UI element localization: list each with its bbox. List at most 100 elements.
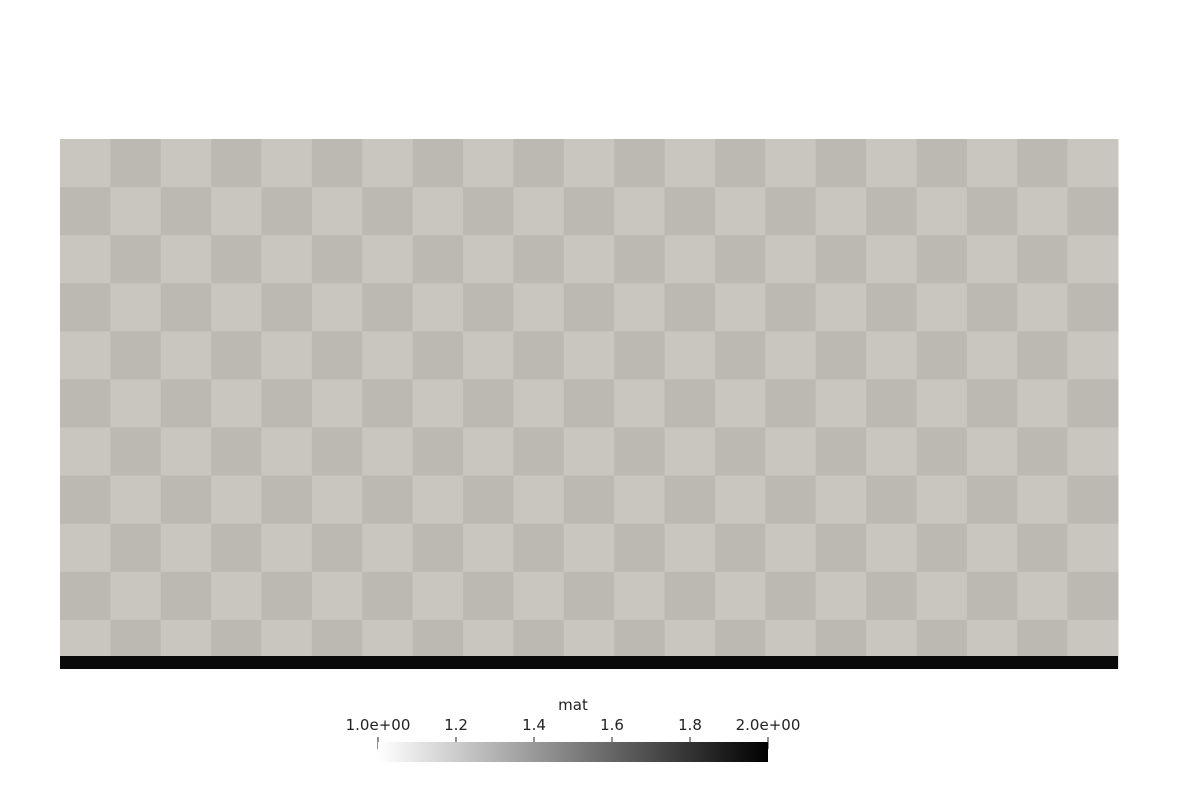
mesh-cell [1017,187,1069,236]
mesh-cell [362,187,414,236]
mesh-cell [815,379,867,429]
mesh-cell [1017,427,1069,477]
mesh-cell [1017,379,1069,429]
mesh-cell [160,427,212,477]
mesh-cell [866,283,917,332]
mesh-cell [563,523,615,573]
mesh-cell [1017,571,1069,621]
mesh-cell [211,379,263,429]
mesh-cell [211,523,263,573]
mesh-cell [261,427,313,477]
mesh-cell [714,187,766,236]
mesh-cell [110,139,162,188]
mesh-cell [311,379,363,429]
mesh-cell [362,571,414,621]
mesh-cell [362,235,414,284]
mesh-cell [513,379,565,429]
mesh-cell [765,571,817,621]
mesh-cell [60,283,111,332]
mesh-cell [261,523,313,573]
mesh-cell [563,187,615,236]
mesh-cell [60,475,111,525]
mesh-cell [211,187,263,236]
mesh-cell [60,427,111,477]
mesh-cell [614,571,666,621]
mesh-cell [463,331,514,380]
mesh-cell [513,139,565,188]
mesh-cell [664,427,716,477]
mesh-cell [211,475,263,525]
scalar-bar-title: mat [558,696,588,714]
mesh-cell [765,235,817,284]
mesh-cell [614,283,666,332]
mesh-cell [412,331,464,380]
checkerboard-mesh [60,139,1119,669]
mesh-cell [966,475,1018,525]
mesh-cell [765,283,817,332]
mesh-cell [664,331,716,380]
mesh-cell [866,475,917,525]
mesh-cell [1067,187,1119,236]
mesh-cell [1017,235,1069,284]
mesh-cell [916,571,968,621]
mesh-cell [311,331,363,380]
mesh-cell [714,283,766,332]
mesh-cell [60,523,111,573]
mesh-cell [362,283,414,332]
mesh-cell [160,235,212,284]
mesh-cell [1017,331,1069,380]
mesh-cell [463,523,514,573]
mesh-cell [311,235,363,284]
mesh-cell [966,523,1018,573]
mesh-cell [563,235,615,284]
mesh-cell [110,427,162,477]
mesh-cell [513,187,565,236]
mesh-cell [463,427,514,477]
mesh-cell [463,379,514,429]
mesh-cell [160,571,212,621]
mesh-cell [1067,523,1119,573]
mesh-cell [866,331,917,380]
mesh-cell [211,427,263,477]
mesh-cell [311,475,363,525]
mesh-cell [412,139,464,188]
mesh-cell [815,235,867,284]
mesh-cell [1017,475,1069,525]
mesh-cell [110,475,162,525]
mesh-cell [513,571,565,621]
mesh-cell [513,427,565,477]
mesh-cell [110,235,162,284]
mesh-cell [513,475,565,525]
mesh-cell [311,139,363,188]
mesh-cell [110,523,162,573]
mesh-cell [765,427,817,477]
mesh-cell [1067,283,1119,332]
mesh-cell [765,139,817,188]
scalar-bar-tick-label: 1.8 [678,716,702,734]
mesh-cell [966,331,1018,380]
mesh-cell [261,379,313,429]
mesh-cell [110,331,162,380]
mesh-cell [412,571,464,621]
mesh-cell [563,379,615,429]
mesh-cell [211,331,263,380]
mesh-cell [614,379,666,429]
mesh-cell [563,475,615,525]
mesh-cell [815,571,867,621]
mesh-cell [866,235,917,284]
mesh-cell [60,331,111,380]
mesh-cell [60,571,111,621]
scalar-bar-tick-label: 2.0e+00 [736,716,801,734]
mesh-cell [261,283,313,332]
mesh-cell [866,379,917,429]
mesh-cell [714,139,766,188]
mesh-cell [1067,235,1119,284]
mesh-cell [815,523,867,573]
mesh-cell [563,331,615,380]
mesh-cell [966,427,1018,477]
mesh-cell [966,283,1018,332]
mesh-cell [211,283,263,332]
mesh-cell [765,331,817,380]
mesh-cell [916,331,968,380]
